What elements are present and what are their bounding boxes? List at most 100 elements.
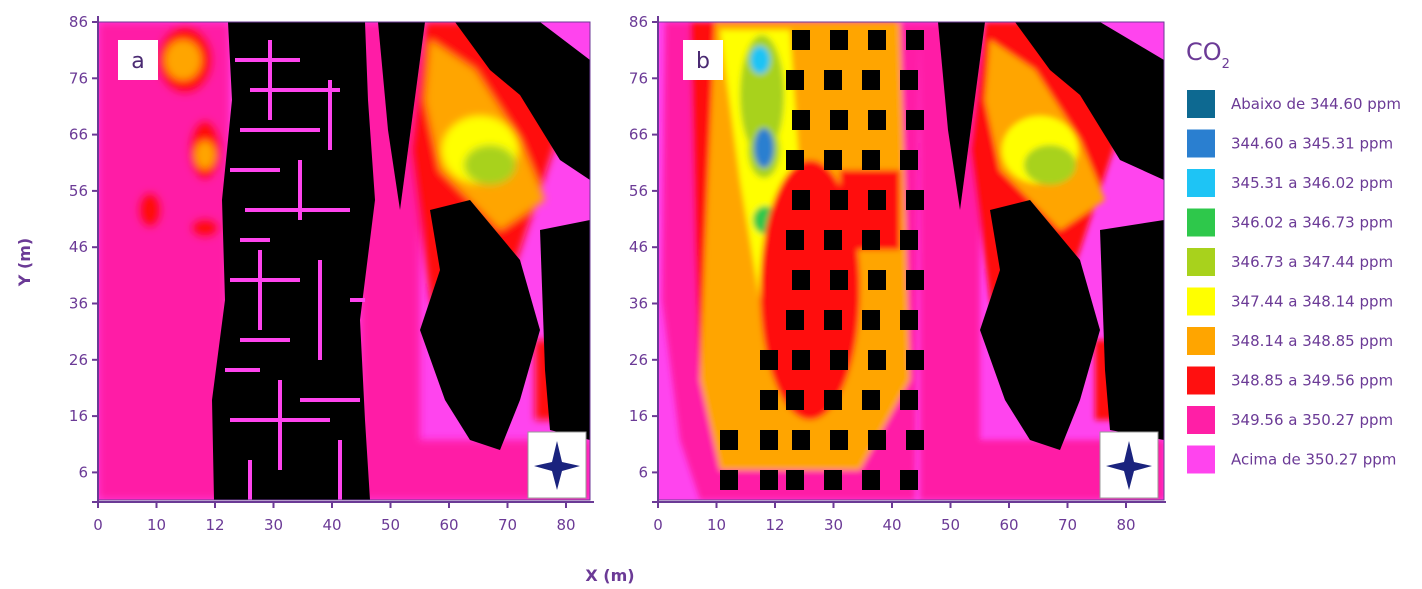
panel-a-y-tick-label: 46	[69, 238, 88, 256]
building-block	[906, 110, 924, 130]
building-block	[906, 270, 924, 290]
building-block	[862, 310, 880, 330]
panel-a-x-tick-label: 50	[381, 516, 400, 534]
panel-b-heatmap	[658, 22, 1164, 500]
panel-a-y-tick-label: 6	[78, 463, 88, 481]
building-block	[868, 430, 886, 450]
building-block	[900, 230, 918, 250]
building-block	[792, 190, 810, 210]
legend-swatch	[1187, 406, 1215, 434]
building-block	[830, 30, 848, 50]
panel-a-y-tick-label: 66	[69, 126, 88, 144]
building-block	[786, 230, 804, 250]
building-block	[786, 390, 804, 410]
panel-b-y-tick-label: 56	[629, 182, 648, 200]
panel-b-x-tick-label: 40	[882, 516, 901, 534]
legend-label: 349.56 a 350.27 ppm	[1231, 411, 1393, 429]
building-block	[786, 310, 804, 330]
panel-b-x-tick-label: 80	[1116, 516, 1135, 534]
building-block	[824, 470, 842, 490]
panel-b-x-tick-label: 30	[824, 516, 843, 534]
legend-label: Abaixo de 344.60 ppm	[1231, 95, 1401, 113]
building-block	[830, 110, 848, 130]
building-block	[900, 70, 918, 90]
panel-b-label-box: b	[683, 40, 723, 80]
legend: CO2 Abaixo de 344.60 ppm 344.60 a 345.31 …	[1186, 38, 1401, 474]
panel-a-y-tick-label: 26	[69, 351, 88, 369]
building-block	[824, 150, 842, 170]
panel-a-y-tick-label: 76	[69, 69, 88, 87]
legend-swatch	[1187, 287, 1215, 316]
panel-b-y-tick-label: 66	[629, 126, 648, 144]
building-block	[792, 430, 810, 450]
panel-a-y-tick-label: 16	[69, 407, 88, 425]
building-block	[868, 350, 886, 370]
x-axis-title: X (m)	[585, 566, 634, 585]
building-block	[792, 110, 810, 130]
panel-a-x-tick-label: 12	[205, 516, 224, 534]
building-block	[830, 190, 848, 210]
panel-a-x-tick-label: 40	[322, 516, 341, 534]
panel-b-y-tick-label: 36	[629, 295, 648, 313]
building-block	[760, 430, 778, 450]
building-block	[824, 310, 842, 330]
panel-a-heatmap	[98, 22, 590, 500]
building-block	[786, 470, 804, 490]
building-block	[792, 30, 810, 50]
building-block	[906, 30, 924, 50]
panel-a-label: a	[131, 49, 144, 74]
panel-a-x-tick-label: 30	[264, 516, 283, 534]
building-block	[830, 430, 848, 450]
panel-b-x-tick-label: 60	[999, 516, 1018, 534]
panel-a-y-tick-label: 56	[69, 182, 88, 200]
building-block	[900, 390, 918, 410]
building-block	[868, 270, 886, 290]
panel-b-y-tick-label: 16	[629, 407, 648, 425]
panel-b-y-tick-label: 6	[638, 463, 648, 481]
panel-a-y-tick-label: 36	[69, 295, 88, 313]
building-block	[786, 70, 804, 90]
legend-label: 345.31 a 346.02 ppm	[1231, 174, 1393, 192]
legend-label: 346.73 a 347.44 ppm	[1231, 253, 1393, 271]
building-block	[720, 430, 738, 450]
building-block	[760, 390, 778, 410]
legend-label: 348.14 a 348.85 ppm	[1231, 332, 1393, 350]
panel-b: b	[657, 21, 1165, 501]
panel-b-x-tick-label: 70	[1058, 516, 1077, 534]
panel-b-x-tick-label: 12	[765, 516, 784, 534]
building-block	[760, 470, 778, 490]
building-block	[906, 430, 924, 450]
building-block	[868, 190, 886, 210]
legend-label: 346.02 a 346.73 ppm	[1231, 214, 1393, 232]
building-block	[862, 70, 880, 90]
legend-swatch	[1187, 90, 1215, 118]
building-block	[830, 270, 848, 290]
building-block	[786, 150, 804, 170]
building-block	[906, 350, 924, 370]
panel-b-x-tick-label: 10	[707, 516, 726, 534]
building-block	[900, 150, 918, 170]
building-block	[720, 470, 738, 490]
building-block	[862, 390, 880, 410]
panel-b-building-grid	[720, 30, 924, 490]
legend-swatch	[1187, 248, 1215, 276]
panel-b-y-tick-label: 46	[629, 238, 648, 256]
legend-label: Acima de 350.27 ppm	[1231, 451, 1396, 469]
panel-b-y-tick-label: 86	[629, 13, 648, 31]
building-block	[868, 30, 886, 50]
building-block	[760, 350, 778, 370]
legend-swatch	[1187, 445, 1215, 474]
panel-b-x-tick-label: 50	[941, 516, 960, 534]
panel-b-label: b	[696, 49, 710, 74]
panel-a-x-tick-label: 0	[93, 516, 103, 534]
legend-title: CO2	[1186, 38, 1230, 72]
panel-a-y-tick-label: 86	[69, 13, 88, 31]
panel-b-x-tick-label: 0	[653, 516, 663, 534]
legend-swatch	[1187, 208, 1215, 237]
legend-swatch	[1187, 129, 1215, 158]
axes: 86 76 66 56 46 36 26 16 6 86 76 66 56 46 36 26 16 6 0 10 1…	[69, 13, 1166, 534]
panel-a-x-tick-label: 60	[439, 516, 458, 534]
panel-a: a	[97, 21, 591, 501]
panel-a-x-tick-label: 10	[147, 516, 166, 534]
